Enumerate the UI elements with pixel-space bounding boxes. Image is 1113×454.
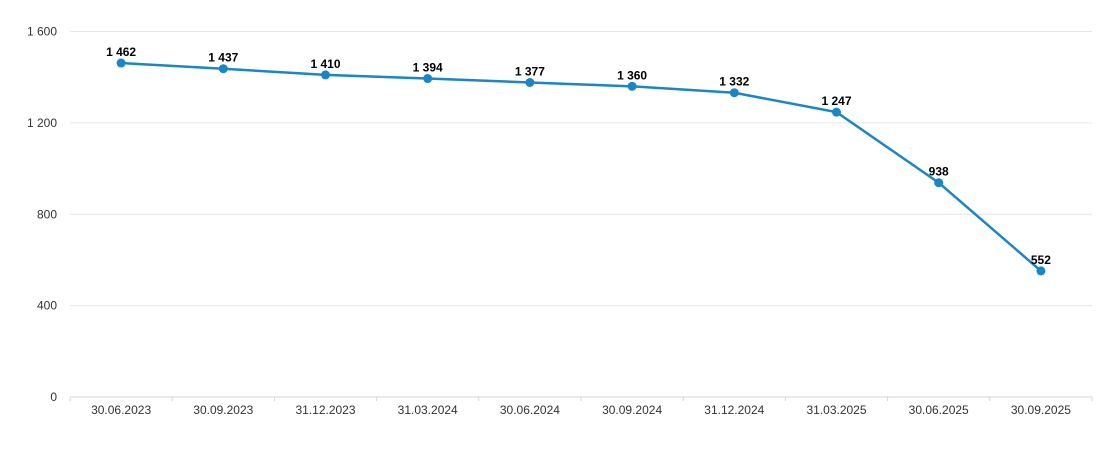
data-point-label: 1 360: [617, 68, 647, 82]
data-point-label: 938: [929, 165, 949, 179]
data-point[interactable]: [423, 74, 433, 84]
data-point[interactable]: [218, 64, 228, 74]
data-point-label: 1 410: [310, 57, 340, 71]
data-point[interactable]: [729, 88, 739, 98]
data-point-label: 552: [1031, 253, 1051, 267]
data-point[interactable]: [116, 58, 126, 68]
x-axis-label: 31.03.2025: [806, 403, 866, 417]
x-axis-label: 30.06.2024: [500, 403, 560, 417]
data-point[interactable]: [1036, 266, 1046, 276]
x-axis-label: 30.06.2023: [91, 403, 151, 417]
data-point-label: 1 437: [208, 51, 238, 65]
y-axis-label: 800: [37, 207, 57, 221]
data-point[interactable]: [627, 81, 637, 91]
x-axis-label: 30.06.2025: [909, 403, 969, 417]
x-axis-label: 30.09.2023: [193, 403, 253, 417]
data-point-label: 1 394: [413, 61, 443, 75]
y-axis-label: 400: [37, 299, 57, 313]
x-axis-label: 30.09.2025: [1011, 403, 1071, 417]
data-point[interactable]: [525, 77, 535, 87]
data-point-label: 1 377: [515, 64, 545, 78]
y-axis-label: 0: [50, 390, 57, 404]
data-point-label: 1 332: [719, 75, 749, 89]
x-axis-label: 31.12.2023: [295, 403, 355, 417]
y-axis-label: 1 600: [27, 25, 57, 39]
x-axis-label: 31.12.2024: [704, 403, 764, 417]
data-point-label: 1 462: [106, 45, 136, 59]
data-point[interactable]: [934, 178, 944, 188]
x-axis-label: 31.03.2024: [398, 403, 458, 417]
y-axis-label: 1 200: [27, 116, 57, 130]
data-point[interactable]: [832, 107, 841, 117]
data-point-label: 1 247: [821, 94, 851, 108]
x-axis-label: 30.09.2024: [602, 403, 662, 417]
series-line: [119, 61, 1043, 273]
data-point[interactable]: [321, 70, 330, 80]
